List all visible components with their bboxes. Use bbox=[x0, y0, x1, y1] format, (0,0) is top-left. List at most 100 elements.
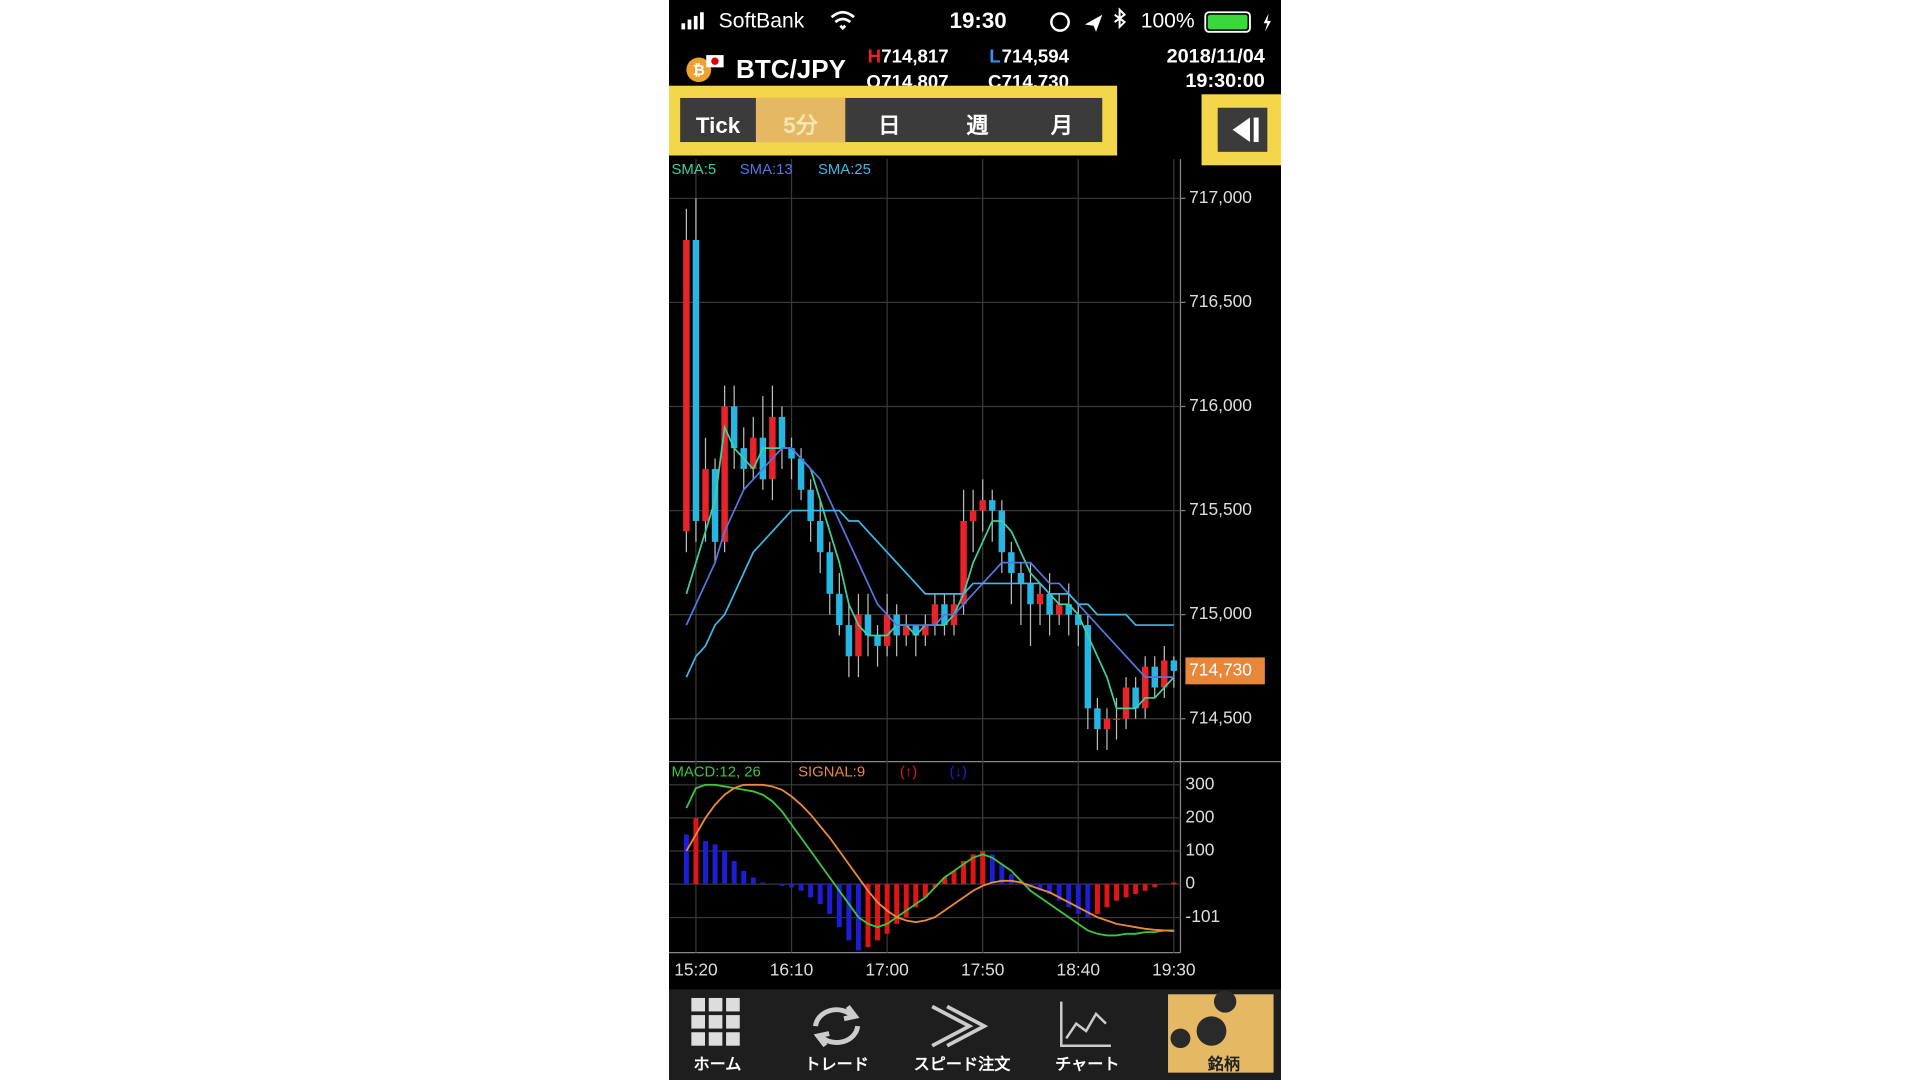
macd-histogram-bar bbox=[980, 851, 986, 885]
nav-label[interactable]: 銘柄 bbox=[1208, 1055, 1240, 1074]
legend-entry: (↓) bbox=[950, 765, 967, 781]
tab-label[interactable]: Tick bbox=[696, 113, 741, 138]
candle-body bbox=[979, 500, 986, 511]
home-icon bbox=[691, 997, 740, 1046]
macd-histogram-bar bbox=[922, 884, 928, 898]
low-price: 714,594 bbox=[1002, 46, 1070, 67]
sma-line bbox=[685, 509, 1174, 678]
trade-icon bbox=[813, 1005, 861, 1048]
side-button[interactable] bbox=[1201, 94, 1281, 166]
x-tick-label: 19:30 bbox=[1152, 960, 1195, 980]
candle-body bbox=[1161, 660, 1168, 688]
legend-entry: SMA:5 bbox=[671, 162, 716, 178]
battery-frame bbox=[1204, 11, 1251, 33]
macd-histogram-bar bbox=[836, 884, 842, 928]
symbol: BTC/JPY bbox=[736, 56, 846, 84]
candle-body bbox=[1103, 718, 1111, 730]
candle-body bbox=[969, 510, 977, 521]
macd-histogram-bar bbox=[865, 884, 871, 948]
collapse-arrow bbox=[1232, 117, 1250, 143]
macd-histogram-bar bbox=[798, 884, 804, 891]
macd-histogram-bar bbox=[989, 854, 995, 885]
macd-histogram-bar bbox=[779, 884, 785, 886]
tab[interactable]: 日 bbox=[878, 113, 900, 138]
macd-histogram-bar bbox=[932, 884, 938, 888]
coin-icon bbox=[1213, 990, 1237, 1013]
tab-label[interactable]: 日 bbox=[878, 113, 900, 138]
macd-histogram-bar bbox=[961, 860, 967, 885]
macd-histogram-bar bbox=[741, 870, 747, 885]
y-tick-label: 0 bbox=[1185, 873, 1195, 893]
candle-body bbox=[1113, 718, 1120, 720]
collapse-bar bbox=[1253, 117, 1259, 143]
macd-histogram-bar bbox=[817, 884, 823, 904]
macd-histogram-bar bbox=[1075, 884, 1081, 914]
candle-body bbox=[797, 458, 805, 490]
flag-dot bbox=[711, 57, 719, 65]
tab[interactable]: 週 bbox=[966, 113, 989, 138]
macd-histogram-bar bbox=[913, 884, 919, 908]
candle-body bbox=[1036, 593, 1044, 605]
macd-histogram-bar bbox=[999, 864, 1005, 885]
macd-histogram-bar bbox=[970, 854, 976, 885]
macd-histogram-bar bbox=[903, 884, 909, 918]
lock-icon bbox=[1050, 12, 1070, 32]
macd-histogram-bar bbox=[894, 884, 900, 924]
candle-body bbox=[1170, 660, 1178, 671]
charging-icon bbox=[1263, 13, 1272, 32]
y-tick-label: 714,500 bbox=[1189, 707, 1252, 727]
candle-body bbox=[692, 239, 700, 521]
tab-label[interactable]: 週 bbox=[966, 113, 989, 138]
status-bar: SoftBank 19:30 100% bbox=[681, 7, 1272, 33]
location-icon bbox=[1084, 14, 1103, 32]
legend-entry: SIGNAL:9 bbox=[798, 765, 865, 781]
coin-icon bbox=[1196, 1016, 1227, 1046]
candle-body bbox=[683, 239, 690, 532]
y-tick-label: 100 bbox=[1185, 840, 1214, 860]
candle-body bbox=[721, 406, 728, 542]
tab[interactable]: Tick bbox=[696, 113, 741, 138]
tab[interactable]: 月 bbox=[1050, 113, 1073, 138]
screen-background bbox=[669, 0, 1281, 1080]
candle-body bbox=[1017, 573, 1025, 584]
bottom-nav: ホーム トレード スピード注文 チャート 銘柄 bbox=[669, 989, 1281, 1080]
date: 2018/11/04 bbox=[1167, 46, 1265, 68]
macd-histogram-bar bbox=[750, 877, 756, 885]
candle-body bbox=[816, 520, 824, 553]
datetime: 19:30:00 bbox=[1185, 70, 1265, 92]
macd-histogram-bar bbox=[1114, 884, 1119, 901]
price-chart: 717,000 716,500 716,000 715,500 715,000 714,5… bbox=[669, 159, 1265, 762]
tab[interactable]: 5分 bbox=[755, 97, 846, 143]
nav-label[interactable]: スピード注文 bbox=[914, 1055, 1012, 1074]
bluetooth-icon bbox=[1114, 7, 1127, 30]
y-tick-label: 717,000 bbox=[1189, 187, 1252, 207]
macd-histogram-bar bbox=[703, 841, 708, 885]
y-tick-label: -101 bbox=[1185, 906, 1220, 926]
candle-body bbox=[960, 520, 967, 605]
macd-histogram-bar bbox=[722, 851, 728, 885]
nav-label[interactable]: トレード bbox=[804, 1056, 868, 1074]
high-price: 714,817 bbox=[881, 46, 948, 67]
macd-histogram-bar bbox=[1056, 884, 1062, 901]
legend-entry: SMA:25 bbox=[818, 162, 871, 178]
tab-label[interactable]: 5分 bbox=[783, 113, 818, 138]
candle-body bbox=[874, 635, 881, 646]
speed-icon bbox=[931, 1004, 989, 1048]
candle-body bbox=[1027, 583, 1034, 605]
macd-histogram-bar bbox=[760, 882, 766, 885]
nav-label[interactable]: チャート bbox=[1055, 1056, 1119, 1074]
candle-body bbox=[883, 614, 891, 646]
chart-icon bbox=[1060, 1001, 1111, 1047]
bitcoin-symbol: ₿ bbox=[693, 63, 705, 79]
macd-histogram-bar bbox=[827, 884, 833, 914]
macd-histogram-bar bbox=[1047, 884, 1053, 895]
low-prefix: L bbox=[989, 46, 1000, 67]
candle-body bbox=[836, 593, 843, 626]
tab-active-bg[interactable] bbox=[755, 97, 846, 143]
macd-histogram-bar bbox=[789, 884, 795, 888]
nav-label[interactable]: ホーム bbox=[693, 1056, 741, 1074]
battery-percent: 100% bbox=[1141, 10, 1195, 33]
tab-label[interactable]: 月 bbox=[1050, 113, 1073, 138]
signal-bar bbox=[687, 19, 692, 30]
candle-body bbox=[826, 552, 833, 594]
